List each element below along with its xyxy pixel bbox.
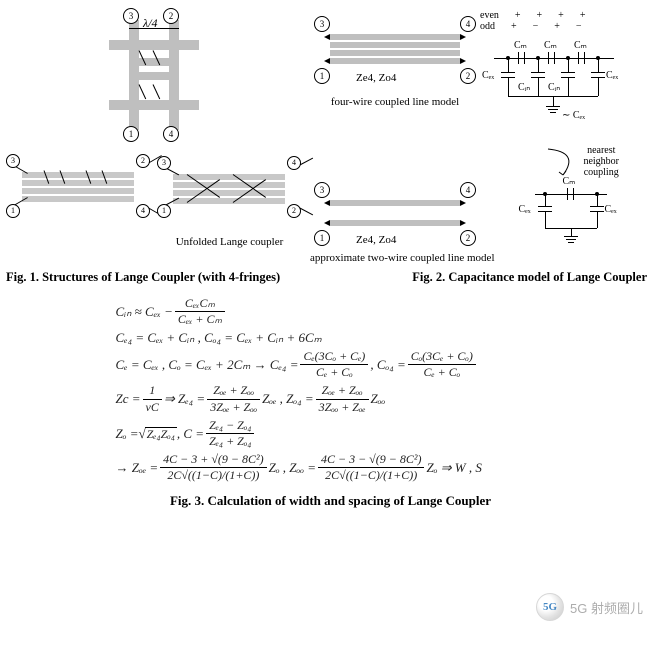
fig2-tw-port-2: 2	[460, 230, 476, 246]
fig2-twowire-diagram: 3 4 1 2 Ze4, Zo4	[310, 180, 480, 258]
eq6-n1: 4C − 3 + √(9 − 8C²)	[160, 453, 266, 466]
cm-label-1: Cₘ	[514, 40, 527, 51]
eq6-b: Zₒ , Zₒₒ =	[269, 461, 316, 475]
cex-label-l: Cₑₓ	[482, 70, 494, 81]
fig2-fw-port-2: 2	[460, 68, 476, 84]
fig1ll-port-3: 3	[6, 154, 20, 168]
eq3-n2: Cₒ(3Cₑ + Cₒ)	[408, 350, 476, 363]
fig1ll-port-1: 1	[6, 204, 20, 218]
figures-row: λ/4 3 2 1 4	[0, 0, 661, 264]
red-cexr: Cₑₓ	[605, 204, 617, 215]
eq1-num: CₑₓCₘ	[182, 297, 218, 310]
fig1-dim-label: λ/4	[143, 16, 158, 31]
fig1-port-1: 1	[123, 126, 139, 142]
fig3-equations: Cᵢₙ ≈ Cₑₓ − CₑₓCₘ Cₑₓ + Cₘ Cₑ₄ = Cₑₓ + C…	[116, 297, 546, 483]
fig2-tw-port-1: 1	[314, 230, 330, 246]
fig1-port-2: 2	[163, 8, 179, 24]
fig3-caption: Fig. 3. Calculation of width and spacing…	[0, 493, 661, 509]
fig1lr-port-4: 4	[287, 156, 301, 170]
red-cm: Cₘ	[563, 176, 576, 187]
eq5-b: , C =	[177, 427, 204, 441]
odd-label: odd	[480, 21, 495, 32]
eq5-sqrt: Zₑ₄Zₒ₄	[145, 427, 177, 441]
eq6-n2: 4C − 3 − √(9 − 8C²)	[318, 453, 424, 466]
eq3-d2: Cₑ + Cₒ	[420, 366, 463, 379]
fig2-tw-port-4: 4	[460, 182, 476, 198]
eq3-mid: , Cₒ₄ =	[370, 358, 405, 372]
watermark-text: 5G 射频圈儿	[570, 598, 643, 617]
eq4-a: Zc =	[116, 392, 141, 406]
fig2-reduced-capnet: Cₘ Cₑₓ Cₑₓ	[525, 180, 625, 260]
cex-gnd-label: ∼ Cₑₓ	[562, 110, 585, 121]
eq6-d2: 2C√((1−C)/(1+C))	[322, 469, 420, 482]
cm-label-2: Cₘ	[544, 40, 557, 51]
eq6-c: Zₒ ⇒ W , S	[426, 461, 481, 475]
eq1-den: Cₑₓ + Cₘ	[175, 313, 225, 326]
fig2-tw-z: Ze4, Zo4	[356, 234, 396, 246]
fig1-port-3: 3	[123, 8, 139, 24]
fig2: 3 4 1 2 Ze4, Zo4 four-wire coupled line …	[310, 10, 655, 264]
eq4-d: Zₒₒ	[371, 392, 386, 406]
fig2-evenodd-header: even ++++ odd +−+−	[480, 10, 585, 32]
eq3-n1: Cₑ(3Cₒ + Cₑ)	[300, 350, 368, 363]
eq2: Cₑ₄ = Cₑₓ + Cᵢₙ , Cₒ₄ = Cₑₓ + Cᵢₙ + 6Cₘ	[116, 331, 322, 345]
eq5-n: Zₑ₄ − Zₒ₄	[206, 419, 254, 432]
fig1-unfolded-caption: Unfolded Lange coupler	[157, 236, 302, 248]
eq4-d1: vC	[143, 401, 162, 414]
fig1lr-port-2: 2	[287, 204, 301, 218]
eq4-c: Zₒₑ , Zₒ₄ =	[262, 392, 314, 406]
eq4-d3: 3Zₒₒ + Zₒₑ	[316, 401, 369, 414]
fig2-fw-port-1: 1	[314, 68, 330, 84]
fig1-port-4: 4	[163, 126, 179, 142]
eq6-d1: 2C√((1−C)/(1+C))	[164, 469, 262, 482]
cex-label-r: Cₑₓ	[606, 70, 618, 81]
eq3-d1: Cₑ + Cₒ	[313, 366, 356, 379]
fig1lr-port-1: 1	[157, 204, 171, 218]
fig1-lower-row: 3 2 1 4	[6, 144, 306, 248]
eq4-n2: Zₒₑ + Zₒₒ	[210, 384, 257, 397]
eq5-d: Zₑ₄ + Zₒ₄	[206, 435, 254, 448]
even-label: even	[480, 10, 499, 21]
eq4-n1: 1	[146, 384, 158, 397]
fig2-tw-port-3: 3	[314, 182, 330, 198]
fig2-fourwire-diagram: 3 4 1 2 Ze4, Zo4	[310, 10, 480, 110]
fig1-lower-right: 3 4 1 2	[157, 144, 302, 234]
fig1ll-port-2: 2	[136, 154, 150, 168]
fig2-mid-arrow: nearest neighbor coupling	[310, 145, 655, 178]
curve-arrow-icon	[543, 147, 583, 177]
fig2-caption: Fig. 2. Capacitance model of Lange Coupl…	[326, 270, 655, 285]
fig2-arrow-note: nearest neighbor coupling	[583, 145, 619, 178]
fig2-fw-port-3: 3	[314, 16, 330, 32]
eq6-a: → Zₒₑ =	[116, 461, 159, 475]
fig2-full-capnet: even ++++ odd +−+−	[480, 10, 635, 145]
eq4-n3: Zₒₑ + Zₒₒ	[319, 384, 366, 397]
fig1: λ/4 3 2 1 4	[6, 10, 306, 264]
page-root: λ/4 3 2 1 4	[0, 0, 661, 667]
fig1lr-port-3: 3	[157, 156, 171, 170]
fig1-caption: Fig. 1. Structures of Lange Coupler (wit…	[6, 270, 326, 285]
watermark: 5G 5G 射频圈儿	[536, 593, 643, 621]
eq5-a: Zₒ =	[116, 427, 139, 441]
fig1ll-port-4: 4	[136, 204, 150, 218]
eq3-a: Cₑ = Cₑₓ , Cₒ = Cₑₓ + 2Cₘ → Cₑ₄ =	[116, 358, 299, 372]
eq4-d2: 3Zₒₑ + Zₒₒ	[207, 401, 260, 414]
captions-row: Fig. 1. Structures of Lange Coupler (wit…	[6, 270, 655, 285]
fig1-upper-structure: λ/4 3 2 1 4	[71, 10, 241, 140]
red-cexl: Cₑₓ	[519, 204, 531, 215]
cm-label-3: Cₘ	[574, 40, 587, 51]
cin-label-2: Cᵢₙ	[548, 82, 560, 93]
fig1-lower-left: 3 2 1 4	[6, 144, 151, 234]
eq4-b: ⇒ Zₑ₄ =	[164, 392, 205, 406]
eq1-lhs: Cᵢₙ ≈ Cₑₓ −	[116, 305, 173, 319]
watermark-logo-icon: 5G	[536, 593, 564, 621]
fig2-fw-z: Ze4, Zo4	[356, 72, 396, 84]
cin-label-1: Cᵢₙ	[518, 82, 530, 93]
fig2-fw-port-4: 4	[460, 16, 476, 32]
